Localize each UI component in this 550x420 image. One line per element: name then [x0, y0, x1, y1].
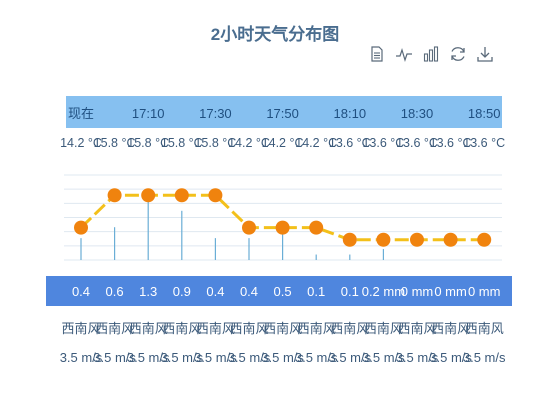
precipitation-label: 0.6 [106, 284, 124, 299]
wind-speed-label: 3.5 m/s [463, 350, 506, 365]
precipitation-label: 1.3 [139, 284, 157, 299]
temperature-point [376, 232, 391, 247]
wind-speed-label: 3.5 m/s [160, 350, 203, 365]
wind-direction-label: 西南风 [330, 321, 369, 336]
time-label: 18:10 [334, 106, 367, 121]
wind-speed-label: 3.5 m/s [60, 350, 103, 365]
precipitation-label: 0 mm [401, 284, 434, 299]
temperature-point [141, 188, 156, 203]
download-icon[interactable] [476, 45, 494, 63]
temperature-point [309, 220, 324, 235]
temperature-label: 13.6 °C [430, 136, 472, 150]
wind-speed-label: 3.5 m/s [362, 350, 405, 365]
temperature-point [275, 220, 290, 235]
temperature-label: 15.8 °C [94, 136, 136, 150]
temperature-point [74, 220, 88, 235]
time-label: 18:30 [401, 106, 434, 121]
time-label: 17:30 [199, 106, 232, 121]
temperature-point [208, 188, 223, 203]
precipitation-label: 0 mm [434, 284, 467, 299]
wind-speed-label: 3.5 m/s [93, 350, 136, 365]
wind-direction-label: 西南风 [364, 321, 403, 336]
precipitation-label: 0.1 [307, 284, 325, 299]
time-axis-band [66, 96, 502, 128]
precipitation-label: 0 mm [468, 284, 501, 299]
temperature-label: 14.2 °C [60, 136, 102, 150]
wind-direction-label: 西南风 [465, 321, 504, 336]
wind-direction-label: 西南风 [431, 321, 470, 336]
precipitation-label: 0.4 [72, 284, 90, 299]
wind-direction-label: 西南风 [297, 321, 336, 336]
wind-direction-label: 西南风 [162, 321, 201, 336]
wind-speed-label: 3.5 m/s [228, 350, 271, 365]
wind-speed-label: 3.5 m/s [328, 350, 371, 365]
wind-speed-label: 3.5 m/s [127, 350, 170, 365]
precipitation-label: 0.2 mm [362, 284, 405, 299]
wind-direction-label: 西南风 [95, 321, 134, 336]
line-chart-icon[interactable] [395, 45, 413, 63]
wind-direction-label: 西南风 [61, 321, 100, 336]
time-label: 17:10 [132, 106, 165, 121]
wind-direction-label: 西南风 [129, 321, 168, 336]
restore-icon[interactable] [449, 45, 467, 63]
temperature-point [443, 232, 458, 247]
temperature-label: 15.8 °C [161, 136, 203, 150]
chart-toolbox [368, 45, 494, 65]
data-view-icon[interactable] [368, 45, 386, 63]
wind-speed-label: 3.5 m/s [396, 350, 439, 365]
time-label: 现在 [68, 106, 94, 121]
temperature-label: 14.2 °C [295, 136, 337, 150]
bar-chart-icon[interactable] [422, 45, 440, 63]
temperature-label: 14.2 °C [228, 136, 270, 150]
temperature-label: 15.8 °C [127, 136, 169, 150]
temperature-point [107, 188, 122, 203]
precipitation-label: 0.4 [206, 284, 224, 299]
temperature-point [242, 220, 256, 235]
wind-direction-label: 西南风 [196, 321, 235, 336]
wind-speed-label: 3.5 m/s [261, 350, 304, 365]
time-label: 18:50 [468, 106, 501, 121]
temperature-point [174, 188, 189, 203]
wind-direction-label: 西南风 [229, 321, 268, 336]
precipitation-band [46, 276, 512, 306]
time-label: 17:50 [266, 106, 299, 121]
temperature-label: 13.6 °C [396, 136, 438, 150]
temperature-point [410, 232, 424, 247]
temperature-label: 14.2 °C [262, 136, 304, 150]
wind-speed-label: 3.5 m/s [295, 350, 338, 365]
precipitation-label: 0.5 [274, 284, 292, 299]
precipitation-label: 0.9 [173, 284, 191, 299]
temperature-point [342, 232, 357, 247]
precipitation-label: 0.1 [341, 284, 359, 299]
wind-direction-label: 西南风 [263, 321, 302, 336]
temperature-label: 13.6 °C [362, 136, 404, 150]
precipitation-label: 0.4 [240, 284, 258, 299]
wind-speed-label: 3.5 m/s [429, 350, 472, 365]
temperature-label: 15.8 °C [194, 136, 236, 150]
temperature-label: 13.6 °C [463, 136, 505, 150]
chart-title: 2小时天气分布图 [210, 25, 340, 44]
temperature-label: 13.6 °C [329, 136, 371, 150]
wind-speed-label: 3.5 m/s [194, 350, 237, 365]
wind-direction-label: 西南风 [397, 321, 436, 336]
temperature-point [477, 232, 492, 247]
